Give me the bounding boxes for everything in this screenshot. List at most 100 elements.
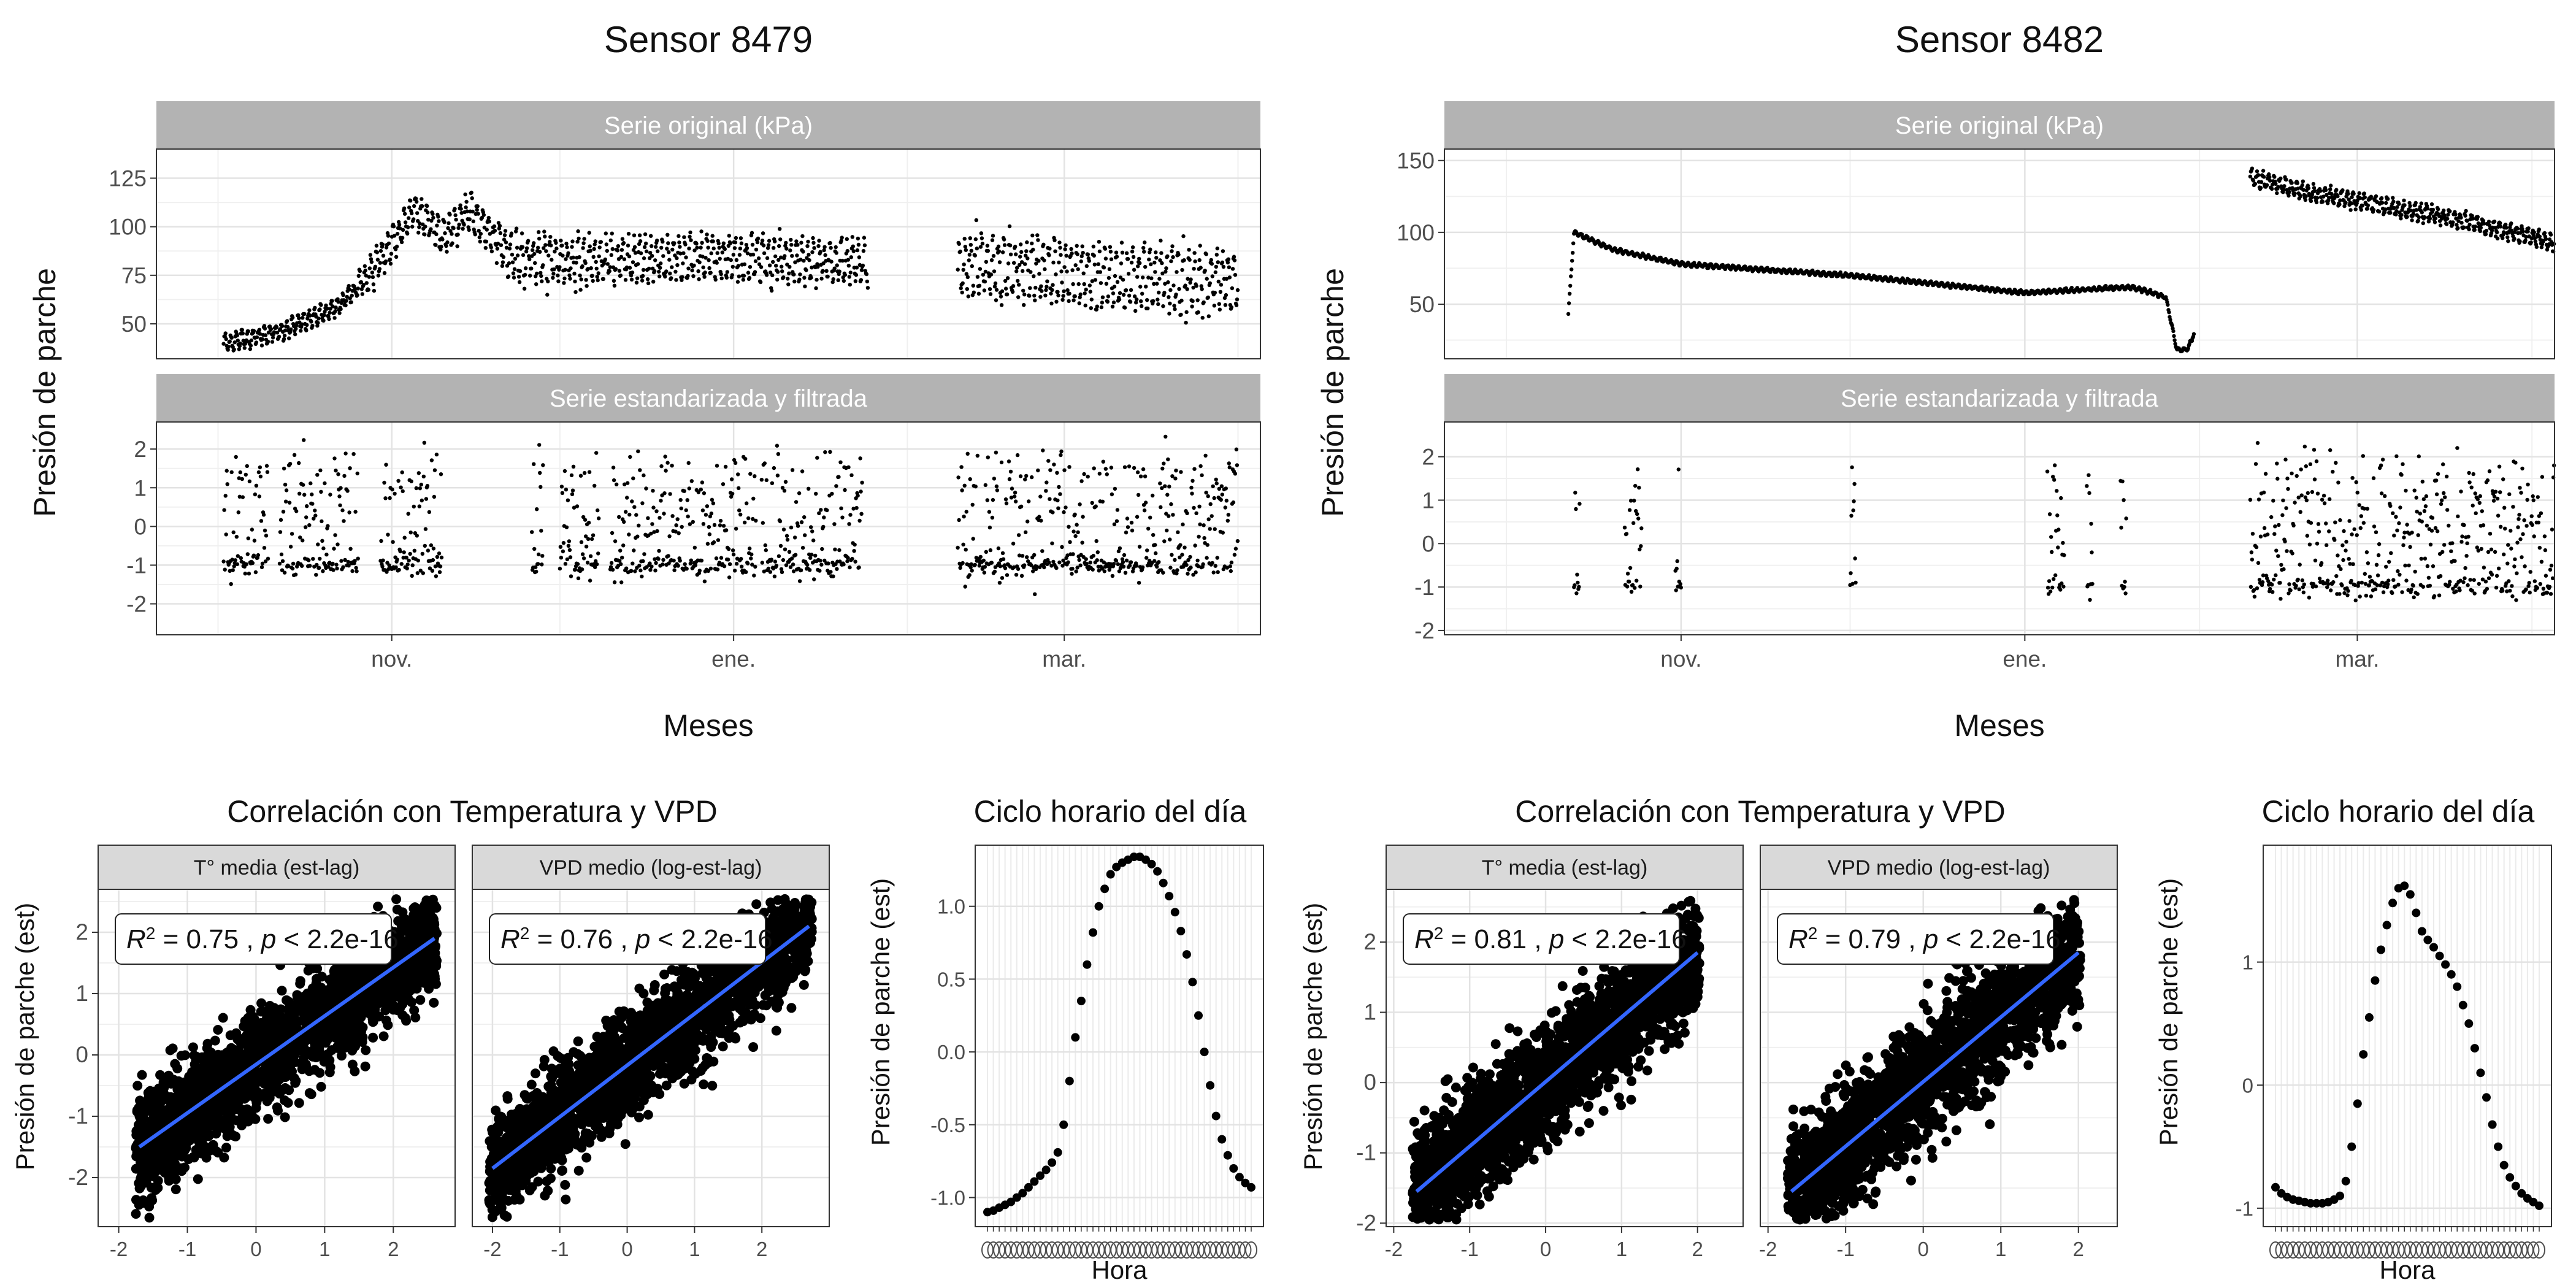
series-point [783, 254, 787, 258]
series-point [657, 516, 662, 520]
series-point [817, 239, 821, 243]
series-point [748, 472, 753, 476]
series-point [1178, 555, 1182, 559]
series-point [851, 249, 856, 253]
series-point [711, 246, 716, 251]
series-point [784, 240, 788, 245]
corr-point [273, 1029, 283, 1040]
series-point [625, 496, 629, 500]
series-point [410, 563, 415, 567]
series-point [689, 479, 694, 483]
series-point [236, 554, 240, 558]
series-point [963, 585, 967, 589]
series-point [973, 253, 978, 258]
series-point [293, 572, 298, 577]
series-point [426, 548, 431, 553]
series-point [356, 274, 361, 278]
series-point [283, 328, 288, 332]
series-point [829, 245, 833, 250]
series-point [426, 210, 430, 215]
series-point [1205, 543, 1209, 547]
series-point [1214, 264, 1219, 269]
series-point [1081, 554, 1086, 559]
series-point [470, 196, 474, 201]
series-point [630, 270, 635, 275]
series-point [565, 498, 570, 502]
series-point [836, 278, 840, 282]
corr-point [147, 1193, 157, 1203]
series-point [377, 267, 382, 271]
corr-point [350, 999, 360, 1009]
series-point [1059, 253, 1063, 257]
series-point [310, 502, 315, 506]
series-point [433, 564, 438, 569]
series-point [642, 552, 646, 556]
series-point [789, 242, 794, 247]
corr-point [416, 970, 426, 981]
series-point [791, 569, 796, 573]
series-point [595, 275, 599, 279]
series-point [421, 571, 425, 575]
series-point [405, 231, 410, 236]
series-point [792, 272, 796, 277]
series-point [420, 204, 424, 209]
series-point [576, 576, 581, 581]
series-point [1111, 300, 1116, 305]
series-point [1009, 496, 1014, 500]
series-point [541, 263, 545, 267]
series-point [797, 579, 802, 583]
series-point [612, 580, 617, 585]
series-point [1017, 553, 1022, 558]
series-point [563, 267, 567, 272]
series-point [1064, 505, 1068, 510]
series-point [253, 570, 258, 575]
series-point [564, 242, 569, 246]
series-point [1060, 297, 1065, 302]
series-point [1203, 453, 1208, 458]
series-point [1095, 550, 1100, 554]
series-point [766, 566, 771, 571]
series-point [626, 231, 631, 236]
series-point [410, 211, 414, 215]
top-panel-strip [156, 101, 1260, 149]
series-point [732, 569, 737, 573]
series-point [742, 274, 746, 278]
series-point [559, 556, 564, 560]
series-point [566, 543, 571, 548]
series-point [693, 563, 698, 567]
series-point [1170, 244, 1175, 248]
series-point [845, 237, 849, 241]
corr-point [225, 1030, 236, 1040]
corr-point [153, 1176, 163, 1186]
series-point [535, 271, 539, 276]
series-point [1078, 292, 1083, 297]
series-point [987, 525, 992, 530]
series-point [508, 242, 513, 247]
series-point [721, 524, 726, 528]
series-point [674, 278, 678, 282]
corr-title: Correlación con Temperatura y VPD [227, 794, 717, 829]
series-point [1069, 247, 1073, 251]
series-point [1144, 556, 1149, 560]
series-point [703, 256, 708, 260]
series-point [681, 251, 686, 255]
series-point [585, 284, 589, 288]
series-point [981, 272, 986, 277]
series-point [1221, 531, 1225, 535]
series-point [824, 269, 829, 273]
series-point [994, 450, 999, 454]
series-point [326, 565, 331, 569]
series-point [1149, 262, 1153, 267]
series-point [739, 241, 744, 245]
series-point [864, 272, 869, 277]
series-point [1209, 258, 1214, 263]
corr-point [294, 1006, 304, 1016]
series-point [682, 489, 686, 493]
series-point [1191, 572, 1195, 577]
series-point [1206, 494, 1210, 499]
series-point [641, 267, 646, 272]
series-point [569, 473, 574, 478]
series-point [1210, 561, 1214, 565]
series-point [778, 519, 783, 524]
series-point [571, 464, 576, 469]
